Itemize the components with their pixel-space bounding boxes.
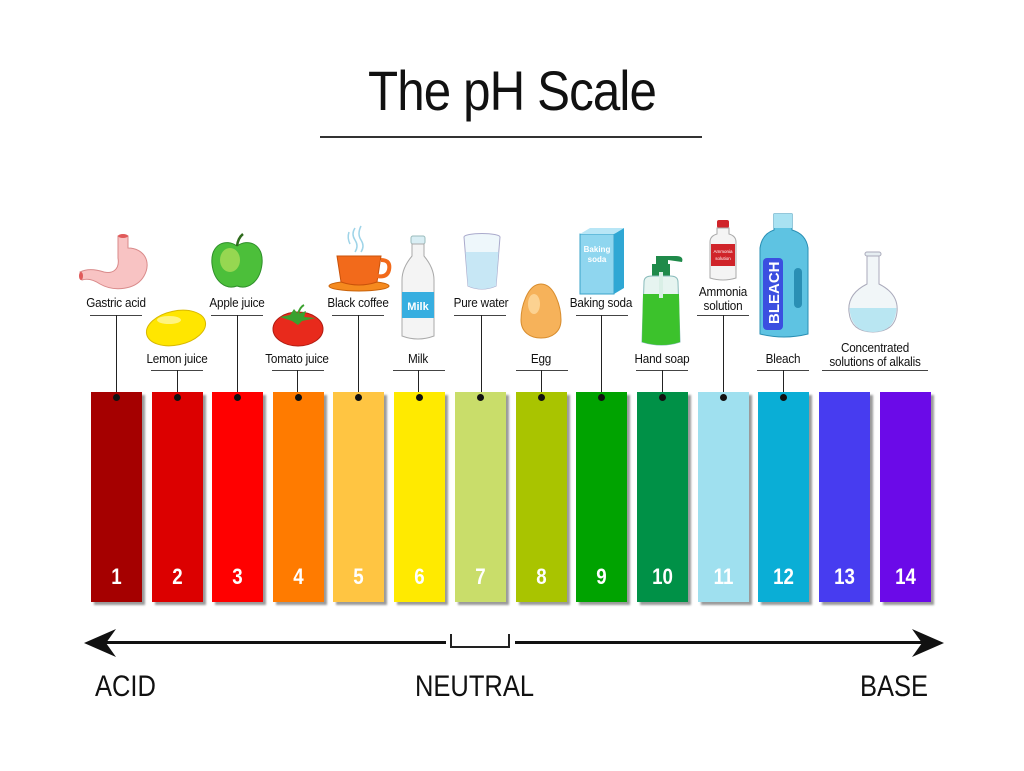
ph-value: 13 <box>834 564 855 589</box>
label-milk: Milk <box>407 351 429 366</box>
ph-value: 10 <box>652 564 673 589</box>
ph-bar-7: 7 <box>455 392 506 602</box>
ph-bar-13: 13 <box>819 392 870 602</box>
ph-bar-11: 11 <box>698 392 749 602</box>
label-gastric-acid: Gastric acid <box>86 295 146 310</box>
ph-value: 5 <box>353 564 364 589</box>
svg-text:Milk: Milk <box>407 301 429 313</box>
arrow-right-icon <box>908 629 944 657</box>
ph-bar-4: 4 <box>273 392 324 602</box>
label-line: solutions of alkalis <box>829 354 921 369</box>
label-egg: Egg <box>530 351 552 366</box>
water-glass-icon <box>461 232 503 292</box>
svg-text:Baking: Baking <box>584 245 611 254</box>
svg-text:soda: soda <box>588 255 607 264</box>
stomach-icon <box>78 232 154 294</box>
base-axis-line <box>515 641 925 644</box>
ph-value: 1 <box>111 564 122 589</box>
svg-text:solution: solution <box>715 256 731 261</box>
lemon-icon <box>143 308 209 348</box>
acid-axis-line <box>100 641 446 644</box>
tomato-icon <box>270 303 326 347</box>
pointer-dot <box>598 394 605 401</box>
pointer-dot <box>659 394 666 401</box>
label-pure-water: Pure water <box>453 295 509 310</box>
label-line: solution <box>703 298 743 313</box>
neutral-label: NEUTRAL <box>415 670 535 703</box>
ph-bar-3: 3 <box>212 392 263 602</box>
pointer-dot <box>416 394 423 401</box>
pointer-dot <box>295 394 302 401</box>
label-line: Concentrated <box>840 340 910 355</box>
ph-bar-2: 2 <box>152 392 203 602</box>
label-concentrated-alkalis: Concentrated solutions of alkalis <box>821 341 929 369</box>
pointer-line <box>481 315 483 397</box>
ph-value: 14 <box>895 564 916 589</box>
pointer-line <box>177 370 179 397</box>
ph-value: 6 <box>414 564 425 589</box>
label-underline <box>822 370 928 371</box>
ph-bar-10: 10 <box>637 392 688 602</box>
svg-text:BLEACH: BLEACH <box>766 262 783 325</box>
pointer-line <box>783 370 785 397</box>
label-hand-soap: Hand soap <box>634 351 690 366</box>
pointer-line <box>297 370 299 397</box>
ph-bar-6: 6 <box>394 392 445 602</box>
ph-value: 9 <box>596 564 607 589</box>
egg-icon <box>519 282 563 340</box>
label-underline <box>454 315 506 316</box>
pointer-line <box>601 315 603 397</box>
label-baking-soda: Baking soda <box>569 295 633 310</box>
flask-icon <box>845 250 901 336</box>
coffee-cup-icon <box>327 224 393 292</box>
pointer-dot <box>234 394 241 401</box>
page-title: The pH Scale <box>367 59 657 122</box>
label-ammonia-solution: Ammonia solution <box>687 285 759 313</box>
svg-text:Ammonia: Ammonia <box>713 249 733 254</box>
pointer-dot <box>780 394 787 401</box>
label-tomato-juice: Tomato juice <box>265 351 329 366</box>
pointer-dot <box>174 394 181 401</box>
ph-bar-5: 5 <box>333 392 384 602</box>
pointer-line <box>237 315 239 397</box>
pointer-line <box>418 370 420 397</box>
pointer-line <box>723 315 725 397</box>
apple-icon <box>208 232 266 292</box>
ammonia-bottle-icon: Ammonia solution <box>708 218 738 282</box>
acid-label: ACID <box>95 670 156 703</box>
label-black-coffee: Black coffee <box>327 295 389 310</box>
pointer-dot <box>720 394 727 401</box>
milk-bottle-icon: Milk <box>400 234 436 342</box>
ph-value: 8 <box>536 564 547 589</box>
label-bleach: Bleach <box>765 351 801 366</box>
base-label: BASE <box>860 670 929 703</box>
pointer-line <box>541 370 543 397</box>
ph-value: 2 <box>172 564 183 589</box>
ph-bar-14: 14 <box>880 392 931 602</box>
ph-value: 12 <box>773 564 794 589</box>
ph-value: 4 <box>293 564 304 589</box>
pointer-dot <box>355 394 362 401</box>
label-line: Ammonia <box>698 284 748 299</box>
ph-bar-12: 12 <box>758 392 809 602</box>
ph-value: 7 <box>475 564 486 589</box>
ph-bar-9: 9 <box>576 392 627 602</box>
baking-soda-box-icon: Baking soda <box>578 226 628 296</box>
pointer-dot <box>538 394 545 401</box>
pointer-dot <box>113 394 120 401</box>
neutral-bracket <box>450 634 510 648</box>
ph-value: 11 <box>713 564 734 589</box>
label-apple-juice: Apple juice <box>209 295 265 310</box>
title-underline <box>320 136 702 138</box>
pointer-line <box>358 315 360 397</box>
bleach-bottle-icon: BLEACH <box>756 212 812 340</box>
pointer-line <box>116 315 118 397</box>
label-lemon-juice: Lemon juice <box>146 351 208 366</box>
soap-dispenser-icon <box>638 252 688 348</box>
pointer-line <box>662 370 664 397</box>
ph-bar-8: 8 <box>516 392 567 602</box>
ph-bar-1: 1 <box>91 392 142 602</box>
ph-value: 3 <box>232 564 243 589</box>
pointer-dot <box>477 394 484 401</box>
